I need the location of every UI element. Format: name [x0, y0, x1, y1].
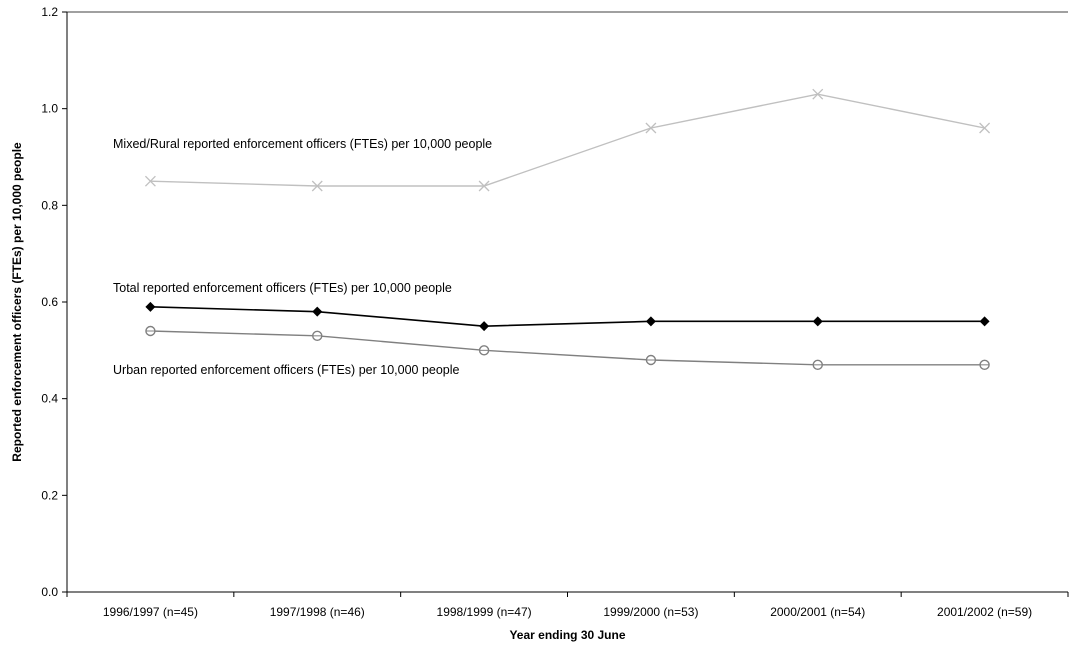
axes: 0.0 0.2 0.4 0.6 0.8 1.0 1.2 1996/1997 (n=45) 199… — [41, 5, 1069, 619]
x-tick-label: 2001/2002 (n=59) — [937, 605, 1032, 619]
data-point-x — [812, 88, 824, 100]
x-tick-label: 1999/2000 (n=53) — [603, 605, 698, 619]
series-0 — [144, 88, 991, 192]
data-point-x — [478, 180, 490, 192]
y-tick-label: 0.4 — [41, 392, 58, 406]
series-line — [150, 93, 985, 187]
y-tick-label: 1.0 — [41, 102, 58, 116]
x-axis-title: Year ending 30 June — [509, 628, 625, 642]
series-1 — [145, 301, 990, 332]
data-point-diamond — [812, 316, 823, 327]
series-2 — [145, 325, 990, 371]
series-line — [150, 306, 985, 327]
series-annotation: Mixed/Rural reported enforcement officer… — [113, 137, 492, 151]
x-tick-label: 1997/1998 (n=46) — [270, 605, 365, 619]
y-tick-label: 1.2 — [41, 5, 58, 19]
series-annotation: Urban reported enforcement officers (FTE… — [113, 363, 460, 377]
data-point-diamond — [479, 321, 490, 332]
data-point-x — [311, 180, 323, 192]
y-tick-label: 0.8 — [41, 198, 58, 212]
y-tick-label: 0.6 — [41, 295, 58, 309]
data-point-diamond — [312, 306, 323, 317]
data-point-x — [645, 122, 657, 134]
series-annotation: Total reported enforcement officers (FTE… — [113, 281, 452, 295]
y-tick-label: 0.2 — [41, 488, 58, 502]
series-line — [150, 330, 985, 366]
x-tick-label: 2000/2001 (n=54) — [770, 605, 865, 619]
x-tick-label: 1998/1999 (n=47) — [437, 605, 532, 619]
y-axis-title: Reported enforcement officers (FTEs) per… — [10, 142, 24, 462]
x-tick-label: 1996/1997 (n=45) — [103, 605, 198, 619]
data-point-x — [144, 175, 156, 187]
series-layer — [144, 88, 991, 371]
data-point-diamond — [145, 301, 156, 312]
data-point-diamond — [979, 316, 990, 327]
data-point-diamond — [645, 316, 656, 327]
y-tick-label: 0.0 — [41, 585, 58, 599]
annotations: Mixed/Rural reported enforcement officer… — [113, 137, 492, 377]
data-point-x — [979, 122, 991, 134]
